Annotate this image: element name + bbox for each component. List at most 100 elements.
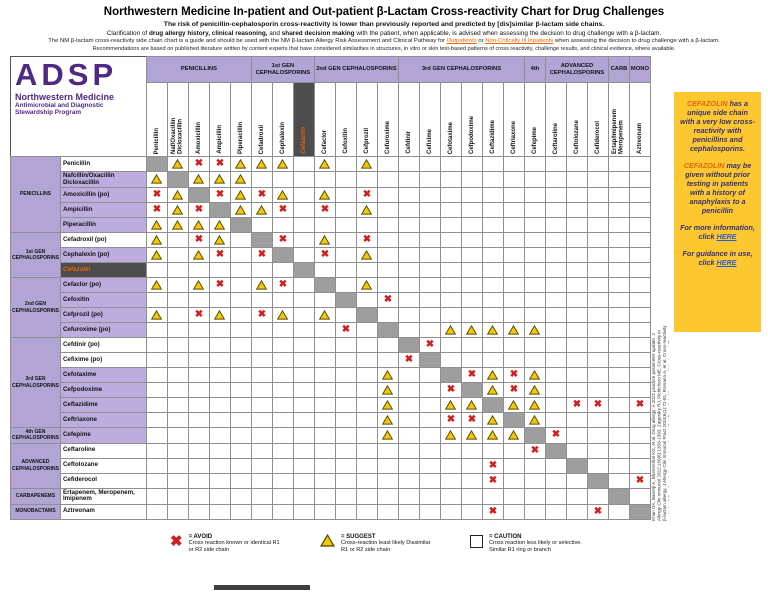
subtitle-line-4: Recommendations are based on published l… xyxy=(92,45,676,52)
matrix-cell xyxy=(628,487,651,505)
matrix-cell xyxy=(439,427,462,444)
row-label: Cefaclor (po) xyxy=(59,277,147,293)
matrix-cell xyxy=(166,171,189,188)
row-group-label: MONOBACTAMS xyxy=(10,503,61,520)
matrix-row: Cefixime (po) ✖ xyxy=(11,352,651,368)
matrix-cell xyxy=(502,487,525,505)
matrix-cell xyxy=(397,307,420,323)
column-header: Ceftolozane xyxy=(565,82,588,157)
matrix-cell xyxy=(166,487,189,505)
matrix-row: Cefprozil (po) ✖ ✖ xyxy=(11,307,651,323)
matrix-cell xyxy=(481,442,504,459)
matrix-cell xyxy=(460,457,483,474)
link[interactable]: HERE xyxy=(716,232,737,241)
matrix-cell xyxy=(376,217,399,233)
matrix-cell xyxy=(334,367,357,383)
matrix-cell xyxy=(229,427,252,444)
matrix-cell xyxy=(334,397,357,413)
row-group-label: 4th GEN CEPHALOSPORINS xyxy=(10,427,61,444)
matrix-cell xyxy=(565,247,588,263)
matrix-cell xyxy=(586,307,609,323)
legend: ✖ = AVOID Cross reaction known or identi… xyxy=(170,533,586,554)
matrix-cell xyxy=(586,412,609,428)
matrix-cell xyxy=(481,262,504,278)
matrix-cell xyxy=(502,247,525,263)
matrix-cell xyxy=(607,307,630,323)
matrix-cell xyxy=(607,412,630,428)
matrix-cell xyxy=(502,457,525,474)
matrix-cell xyxy=(166,382,189,398)
footer-mark xyxy=(214,585,310,590)
matrix-cell xyxy=(145,503,168,520)
row-label: Cefdinir (po) xyxy=(59,337,147,353)
matrix-cell xyxy=(628,217,651,233)
matrix-cell xyxy=(145,156,168,172)
row-label: Ertapenem, Meropenem, Imipenem xyxy=(59,487,147,505)
link[interactable]: Outpatients xyxy=(446,38,477,44)
matrix-cell xyxy=(607,352,630,368)
column-header: Cefoxitin xyxy=(334,82,357,157)
matrix-cell xyxy=(586,232,609,248)
matrix-cell xyxy=(355,307,378,323)
cefazolin-note-2: CEFAZOLIN may be given without prior tes… xyxy=(679,161,756,215)
matrix-cell xyxy=(502,156,525,172)
matrix-cell xyxy=(586,156,609,172)
matrix-cell xyxy=(481,412,504,428)
matrix-cell xyxy=(502,412,525,428)
cross-reactivity-matrix: ADSP Northwestern Medicine Antimicrobial a… xyxy=(10,56,651,520)
matrix-cell xyxy=(166,262,189,278)
matrix-cell xyxy=(439,337,462,353)
matrix-cell xyxy=(523,277,546,293)
matrix-cell xyxy=(271,352,294,368)
matrix-cell xyxy=(544,156,567,172)
matrix-cell xyxy=(565,503,588,520)
matrix-cell xyxy=(376,322,399,338)
matrix-cell xyxy=(145,442,168,459)
matrix-cell xyxy=(544,322,567,338)
matrix-cell xyxy=(460,247,483,263)
matrix-cell xyxy=(481,322,504,338)
column-header: Amoxicillin xyxy=(187,82,210,157)
column-header: Aztreonam xyxy=(628,82,651,157)
matrix-cell xyxy=(460,156,483,172)
matrix-cell xyxy=(628,503,651,520)
matrix-cell xyxy=(292,307,315,323)
matrix-cell xyxy=(628,202,651,218)
matrix-cell xyxy=(271,217,294,233)
matrix-cell xyxy=(460,472,483,489)
matrix-cell xyxy=(355,412,378,428)
matrix-cell xyxy=(607,397,630,413)
text-segment: CEFAZOLIN xyxy=(683,161,725,170)
matrix-cell xyxy=(460,442,483,459)
row-label: Cephalexin (po) xyxy=(59,247,147,263)
link[interactable]: HERE xyxy=(716,258,737,267)
matrix-cell xyxy=(586,442,609,459)
matrix-cell xyxy=(418,232,441,248)
matrix-cell xyxy=(544,307,567,323)
matrix-cell xyxy=(334,202,357,218)
suggest-triangle-icon xyxy=(529,384,541,395)
matrix-cell xyxy=(565,262,588,278)
suggest-triangle-icon xyxy=(487,324,499,335)
matrix-cell xyxy=(187,262,210,278)
matrix-cell xyxy=(376,397,399,413)
matrix-cell xyxy=(523,322,546,338)
suggest-triangle-icon xyxy=(151,249,163,260)
matrix-cell xyxy=(628,247,651,263)
matrix-cell xyxy=(439,202,462,218)
matrix-cell xyxy=(166,472,189,489)
row-label: Cefoxitin xyxy=(59,292,147,308)
matrix-cell xyxy=(250,472,273,489)
matrix-cell xyxy=(460,322,483,338)
matrix-cell xyxy=(334,232,357,248)
matrix-cell xyxy=(523,503,546,520)
suggest-triangle-icon xyxy=(172,189,184,200)
matrix-cell xyxy=(565,171,588,188)
matrix-cell xyxy=(418,442,441,459)
column-header: Cefepime xyxy=(523,82,546,157)
matrix-cell xyxy=(607,457,630,474)
matrix-cell xyxy=(397,202,420,218)
matrix-cell xyxy=(460,277,483,293)
matrix-cell xyxy=(166,457,189,474)
link[interactable]: Non-Critically Ill Inpatients xyxy=(485,38,554,44)
